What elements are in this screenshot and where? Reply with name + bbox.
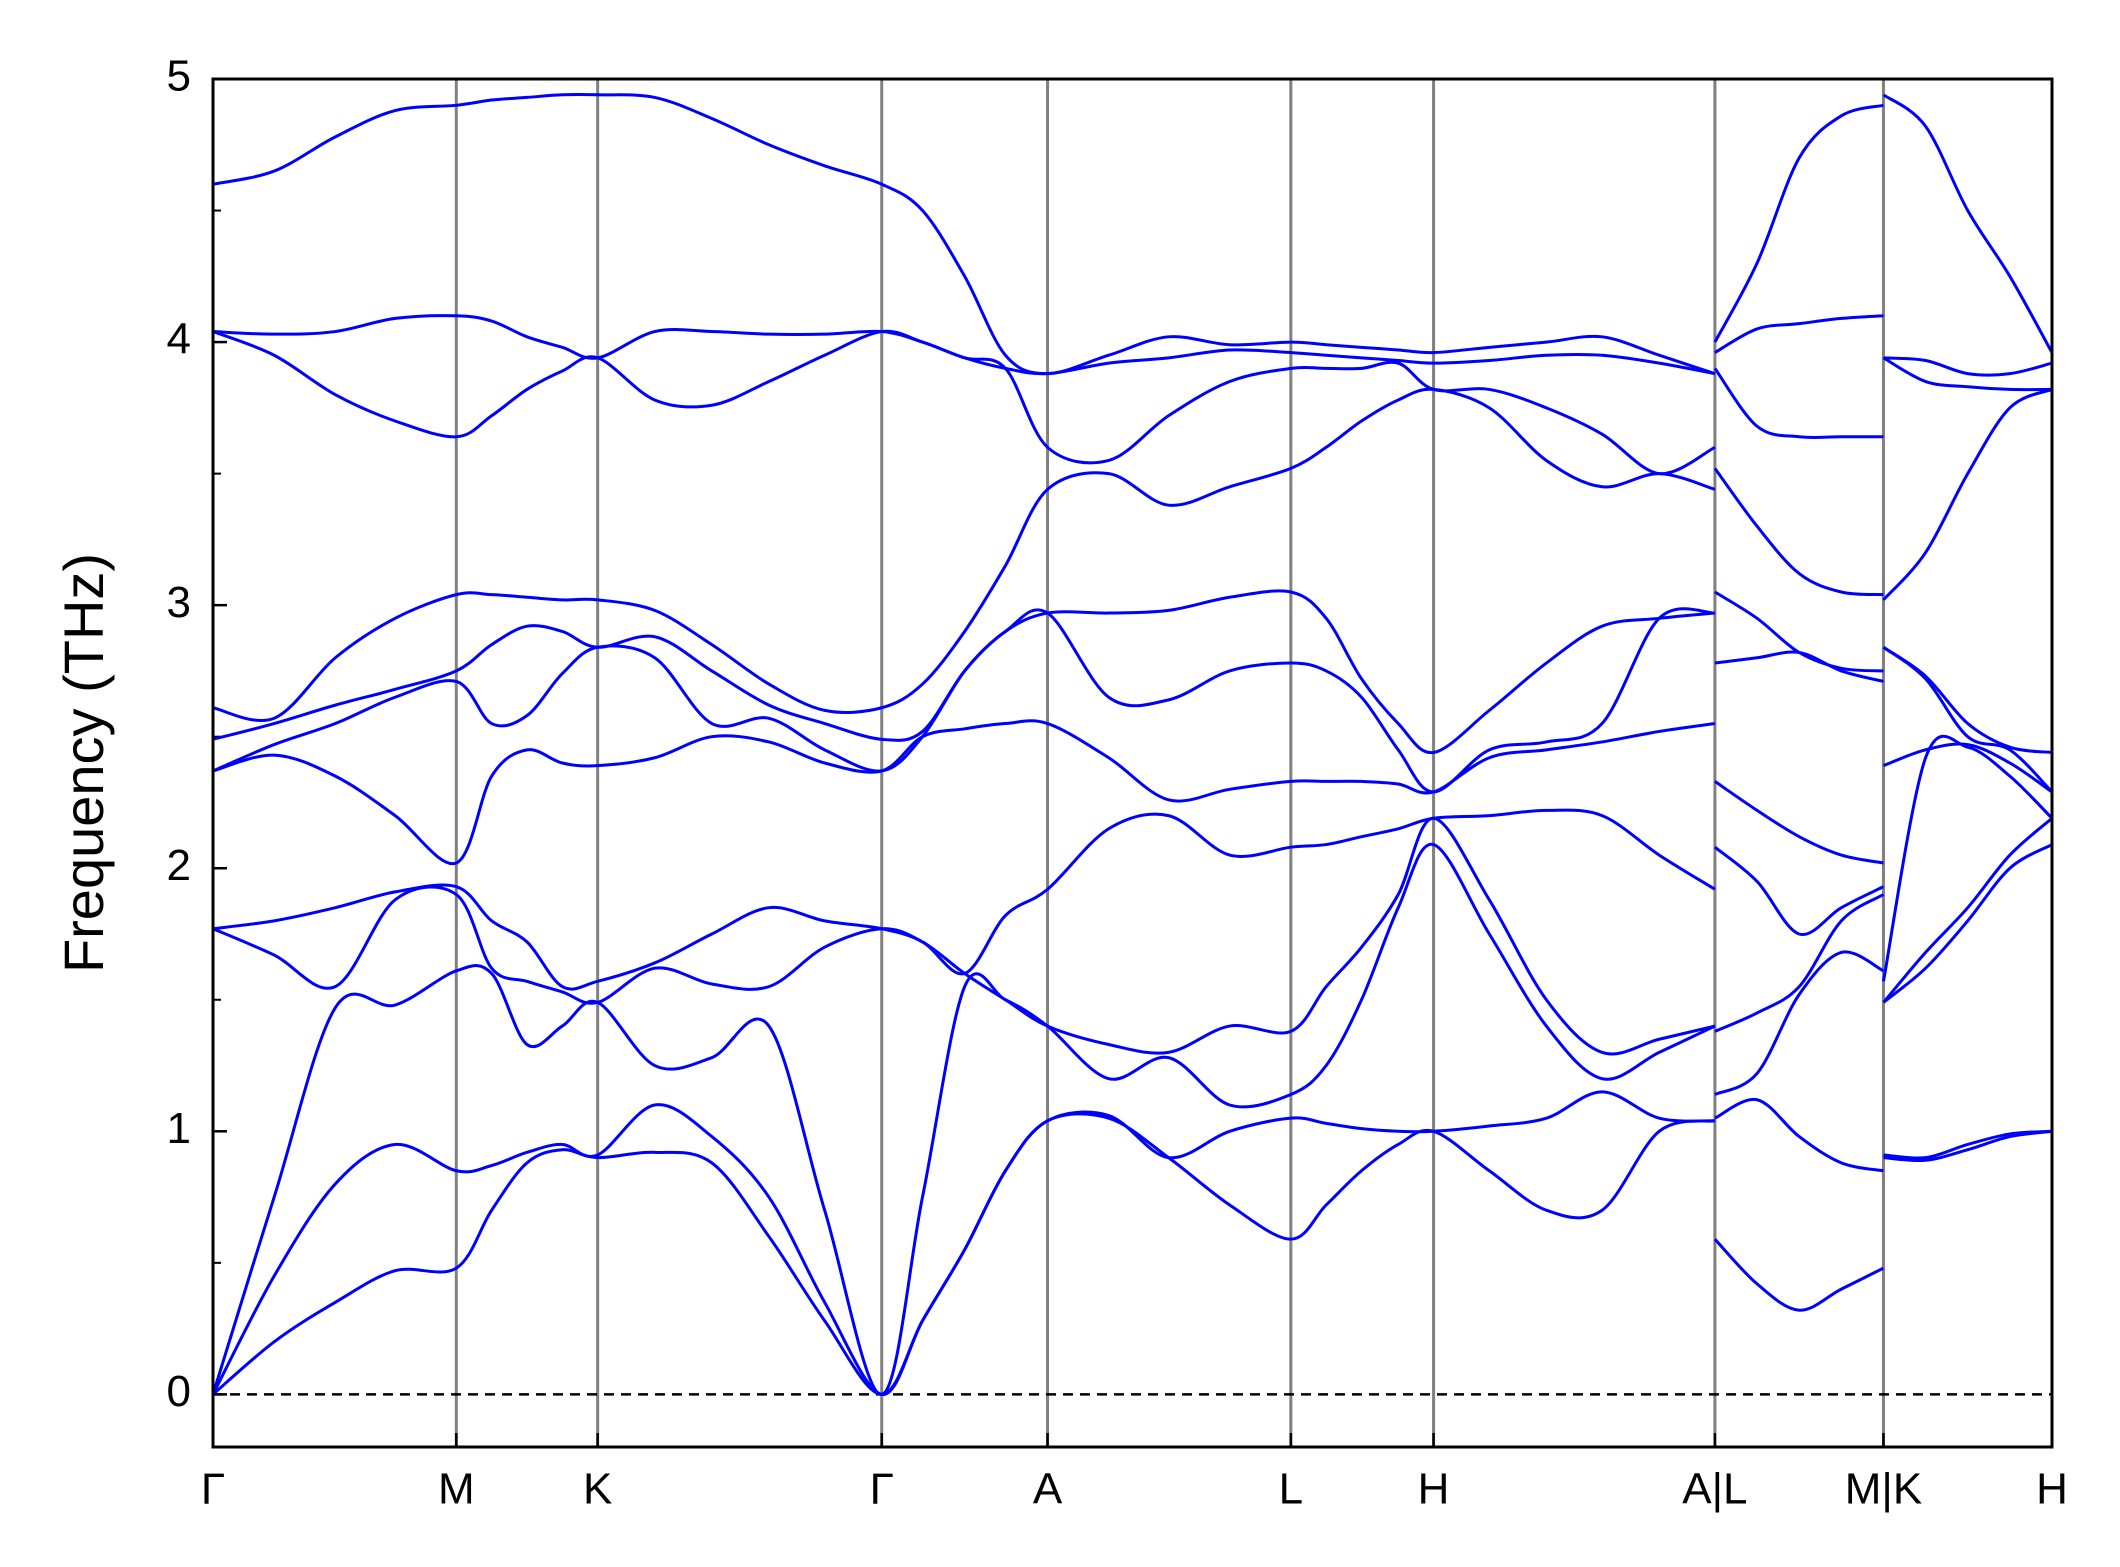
y-tick-label: 3 (167, 578, 191, 627)
x-tick-label: H (1418, 1465, 1450, 1514)
band-line (213, 314, 2052, 377)
y-tick-label: 2 (167, 841, 191, 890)
x-tick-label: M (438, 1465, 475, 1514)
band-line (213, 329, 2052, 476)
band-line (213, 1090, 2052, 1396)
band-line (213, 734, 2052, 991)
band-line (213, 843, 2052, 1396)
x-tick-label: A (1033, 1465, 1063, 1514)
band-line (213, 719, 2052, 866)
x-tick-label: M|K (1845, 1465, 1922, 1514)
x-tick-label: K (583, 1465, 612, 1514)
x-tick-label: H (2036, 1465, 2068, 1514)
band-line (213, 589, 2052, 754)
x-tick-label: A|L (1682, 1465, 1747, 1514)
band-line (213, 1112, 2052, 1396)
x-tick-label: Γ (870, 1465, 894, 1514)
x-tick-label: Γ (201, 1465, 225, 1514)
y-tick-label: 5 (167, 52, 191, 101)
y-axis-title: Frequency (THz) (52, 553, 115, 973)
plot-frame (211, 77, 2054, 1449)
y-tick-label: 0 (167, 1367, 191, 1416)
y-tick-label: 1 (167, 1104, 191, 1153)
x-tick-label: L (1279, 1465, 1303, 1514)
band-line (213, 816, 2052, 1056)
band-line (213, 387, 2052, 723)
y-tick-label: 4 (167, 315, 191, 364)
band-line (213, 92, 2052, 376)
